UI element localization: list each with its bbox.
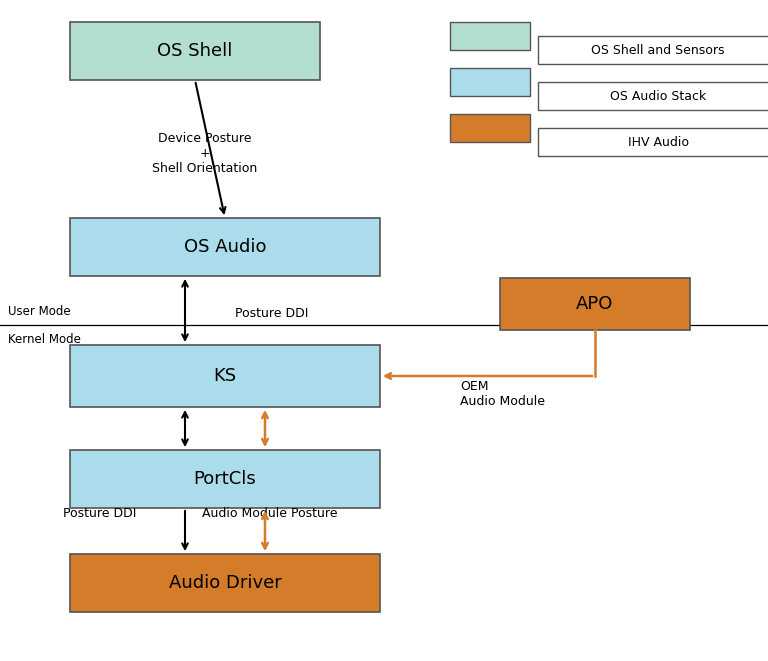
Text: User Mode: User Mode (8, 305, 71, 318)
FancyBboxPatch shape (450, 68, 530, 96)
Text: Audio Driver: Audio Driver (169, 574, 281, 592)
Text: OS Shell: OS Shell (157, 42, 233, 60)
FancyBboxPatch shape (70, 345, 380, 407)
Text: OS Audio: OS Audio (184, 238, 266, 256)
Text: OS Shell and Sensors: OS Shell and Sensors (591, 44, 725, 56)
Text: Kernel Mode: Kernel Mode (8, 333, 81, 346)
Text: Audio Module Posture: Audio Module Posture (202, 507, 338, 520)
FancyBboxPatch shape (70, 450, 380, 508)
Text: PortCls: PortCls (194, 470, 257, 488)
FancyBboxPatch shape (538, 82, 768, 110)
Text: APO: APO (576, 295, 614, 313)
FancyBboxPatch shape (70, 218, 380, 276)
Text: Device Posture
+
Shell Orientation: Device Posture + Shell Orientation (152, 132, 257, 175)
FancyBboxPatch shape (450, 114, 530, 142)
FancyBboxPatch shape (538, 128, 768, 156)
FancyBboxPatch shape (70, 22, 320, 80)
Text: IHV Audio: IHV Audio (627, 136, 688, 149)
Text: OEM
Audio Module: OEM Audio Module (460, 380, 545, 408)
FancyBboxPatch shape (450, 22, 530, 50)
FancyBboxPatch shape (500, 278, 690, 330)
Text: KS: KS (214, 367, 237, 385)
Text: Posture DDI: Posture DDI (235, 307, 309, 320)
Text: Posture DDI: Posture DDI (63, 507, 137, 520)
Text: OS Audio Stack: OS Audio Stack (610, 89, 706, 102)
FancyBboxPatch shape (70, 554, 380, 612)
FancyBboxPatch shape (538, 36, 768, 64)
